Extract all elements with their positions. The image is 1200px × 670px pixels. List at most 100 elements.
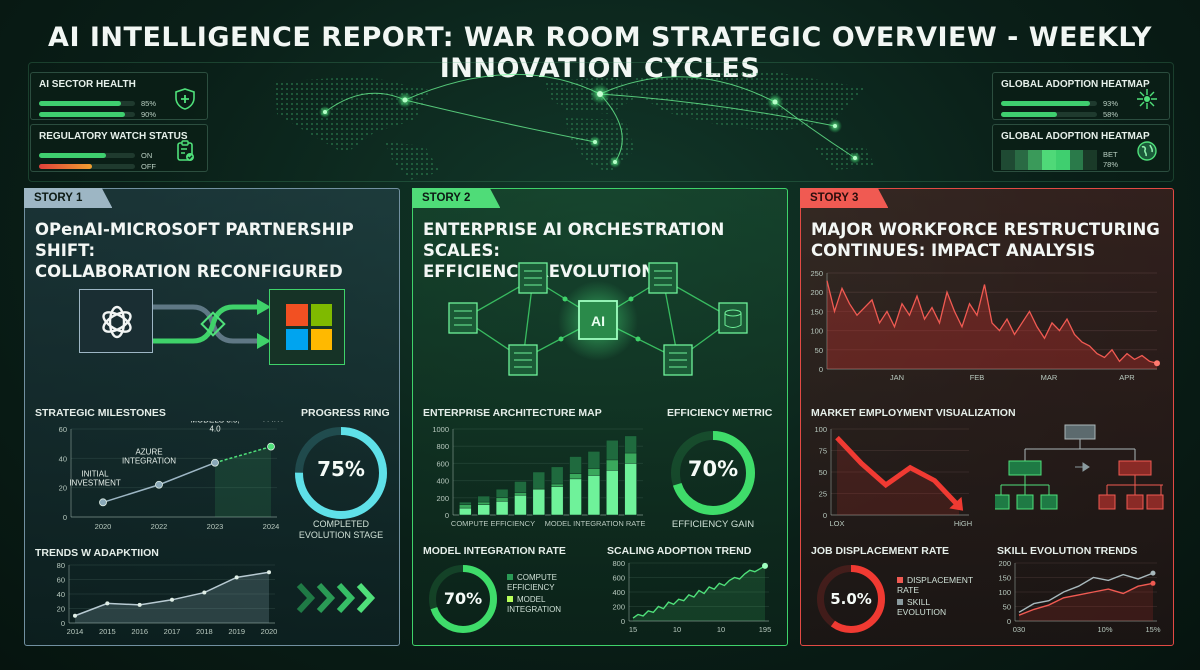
employment-arrow-line (835, 435, 961, 509)
status-bar (39, 164, 92, 169)
trend-point (73, 613, 77, 618)
x-tick-label: HiGH (954, 519, 972, 528)
ai-hub-label: AI (591, 313, 605, 329)
status-bar (39, 101, 121, 106)
scaling-endpoint (762, 562, 768, 569)
y-tick-label: 600 (612, 574, 625, 583)
y-tick-label: 25 (819, 490, 827, 499)
y-tick-label: 40 (57, 590, 65, 599)
network-icon (1137, 89, 1157, 109)
status-card-title: AI SECTOR HEALTH (39, 79, 136, 90)
x-tick-label: 030 (1013, 625, 1026, 634)
restructuring-line (826, 280, 1158, 364)
employment-arrow-head (949, 496, 964, 511)
trends-chart: 0 20 40 60 80 2014 2015 2016 2017 2018 2019 2020 (57, 561, 278, 636)
y-tick-label: 75 (819, 447, 827, 456)
x-axis-label: MODEL INTEGRATION RATE (545, 519, 646, 528)
status-card-adoption-2: GLOBAL ADOPTION HEATMAP BET 78% (992, 124, 1170, 172)
x-tick-label: LOX (829, 519, 844, 528)
y-tick-label: 0 (819, 365, 823, 374)
milestones-label: STRATEGIC MILESTONES (35, 407, 166, 419)
employment-decline-chart: 0 25 50 75 100 LOX HiGH (814, 425, 972, 528)
status-bar (39, 153, 107, 158)
ring-fill (295, 427, 387, 519)
progress-caption: COMPLETED EVOLUTION STAGE (298, 519, 384, 540)
milestone-annotation: AZURE (135, 448, 162, 457)
milestone-annotation: MODELS 3.5, (190, 421, 239, 425)
y-tick-label: 60 (57, 576, 65, 585)
status-value: ON (141, 151, 153, 160)
y-tick-label: 800 (436, 442, 449, 451)
ring-fill (817, 565, 885, 633)
y-tick-label: 100 (810, 327, 823, 336)
restructuring-area-chart: 0 50 100 150 200 250 JAN FEB MAR APR (810, 269, 1160, 382)
y-tick-label: 50 (815, 346, 823, 355)
displacement-ring (817, 565, 885, 633)
story-panel-1: STORY 1 OPenAI-MICROSOFT PARTNERSHIP SHI… (24, 188, 400, 646)
progress-ring-label: PROGRESS RING (301, 407, 390, 419)
story-tab[interactable]: STORY 3 (800, 188, 889, 208)
microsoft-logo (269, 289, 345, 365)
server-icon-1 (448, 302, 478, 334)
progress-ring (295, 427, 387, 519)
story-headline: MAJOR WORKFORCE RESTRUCTURING CONTINUES: … (811, 220, 1160, 260)
architecture-bar-chart: 0 200 400 600 800 1000 COMPUTE EFFICIENCY MODEL… (432, 425, 646, 528)
y-tick-label: 250 (810, 269, 823, 278)
trend-point (137, 602, 142, 607)
milestone-annotation: INITIAL (81, 469, 109, 478)
status-card-title: GLOBAL ADOPTION HEATMAP (1001, 79, 1150, 90)
scaling-trend-chart: 0 200 400 600 800 15 10 10 195 (612, 559, 772, 634)
x-tick-label: 2018 (196, 627, 213, 636)
bar-segment (532, 488, 546, 516)
x-tick-label: 2016 (131, 627, 148, 636)
legend-swatch (897, 599, 903, 605)
y-tick-label: 1000 (432, 425, 449, 434)
skill-evolution-chart: 0 50 100 150 200 030 10% 15% (998, 559, 1160, 634)
y-tick-label: 40 (59, 454, 67, 463)
story-tab[interactable]: STORY 2 (412, 188, 501, 208)
displacement-value: 5.0% (830, 590, 872, 608)
chevron-arrows-icon (296, 582, 376, 614)
status-value: 90% (141, 110, 157, 119)
story-headline: OPenAI-MICROSOFT PARTNERSHIP SHIFT: COLLA… (35, 220, 354, 281)
y-tick-label: 0 (823, 511, 827, 520)
y-tick-label: 20 (59, 484, 67, 493)
integration-ring (429, 565, 497, 633)
heatmap-strip (1001, 150, 1098, 170)
bar-segment (514, 494, 527, 516)
story-tab[interactable]: STORY 1 (24, 188, 113, 208)
scaling-line (632, 565, 766, 619)
clipboard-check-icon (177, 140, 194, 161)
x-tick-label: 2020 (261, 627, 278, 636)
x-tick-label: 2022 (151, 522, 168, 531)
milestone-point (267, 442, 275, 451)
x-tick-label: 195 (759, 625, 772, 634)
y-tick-label: 0 (445, 511, 449, 520)
y-tick-label: 150 (810, 307, 823, 316)
milestone-annotation: PATH (263, 421, 283, 424)
page-title: AI INTELLIGENCE REPORT: WAR ROOM STRATEG… (48, 22, 1152, 84)
openai-logo (79, 289, 153, 353)
openai-knot-icon (102, 305, 132, 339)
milestone-point (211, 458, 219, 467)
displacement-label: JOB DISPLACEMENT RATE (811, 545, 950, 557)
windows-logo-icon (286, 304, 332, 350)
orchestration-network-diagram: AI (448, 262, 748, 376)
x-tick-label: JAN (890, 373, 904, 382)
integration-legend: COMPUTE EFFICIENCY MODEL INTEGRATION (507, 573, 562, 614)
status-value: 93% (1103, 99, 1119, 108)
server-icon-3 (648, 262, 678, 294)
y-tick-label: 60 (59, 425, 67, 434)
y-tick-label: 0 (61, 619, 65, 628)
bar-segment (495, 500, 509, 516)
ring-fill (671, 431, 755, 515)
status-card-regulatory: REGULATORY WATCH STATUS ON OFF (30, 124, 208, 172)
displacement-legend: DISPLACEMENT RATE SKILL EVOLUTION (897, 575, 973, 617)
x-tick-label: FEB (970, 373, 985, 382)
y-tick-label: 80 (57, 561, 65, 570)
y-tick-label: 600 (436, 459, 449, 468)
y-tick-label: 200 (998, 559, 1011, 568)
x-tick-label: 10% (1097, 625, 1112, 634)
skill-trends-label: SKILL EVOLUTION TRENDS (997, 545, 1138, 557)
efficiency-ring (671, 431, 755, 515)
